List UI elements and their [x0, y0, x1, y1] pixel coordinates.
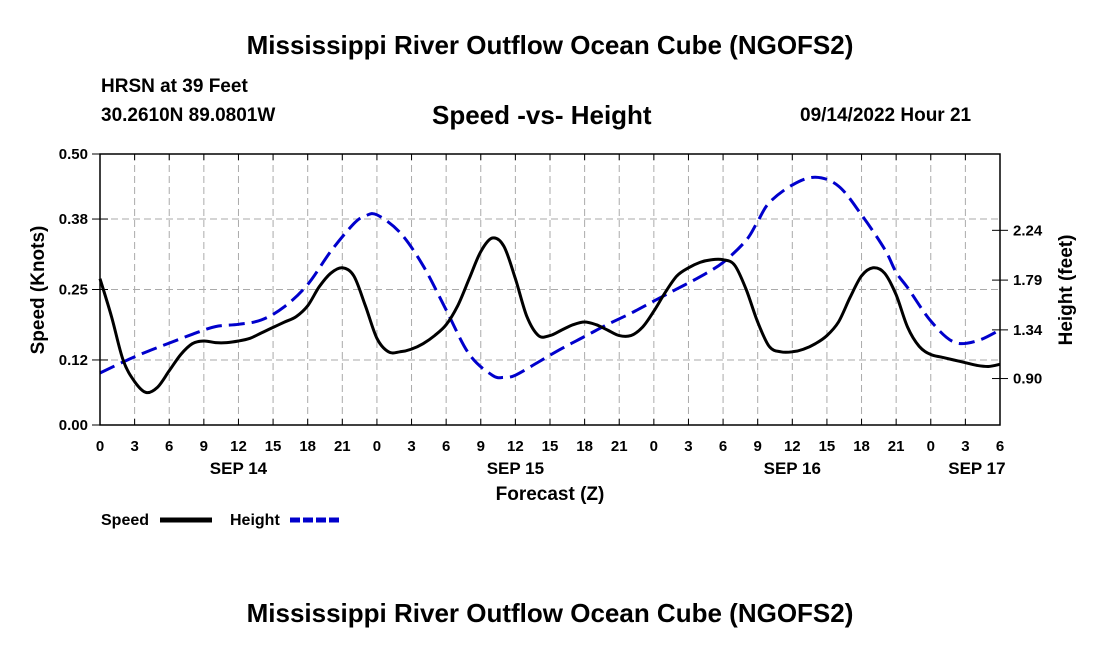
grid [100, 154, 1000, 425]
x-tick-label: 18 [853, 438, 870, 455]
x-tick-label: 0 [96, 438, 104, 455]
x-tick-label: 3 [961, 438, 969, 455]
x-tick-label: 3 [407, 438, 415, 455]
y-axis-label: Speed (Knots) [28, 226, 49, 355]
y2-tick-label: 0.90 [1013, 371, 1042, 388]
x-tick-label: 12 [507, 438, 524, 455]
date-label: SEP 17 [948, 459, 1005, 478]
x-tick-label: 0 [373, 438, 381, 455]
x-tick-label: 6 [996, 438, 1004, 455]
x-tick-label: 15 [819, 438, 836, 455]
x-tick-label: 21 [611, 438, 628, 455]
date-label: SEP 14 [210, 459, 268, 478]
x-tick-label: 18 [299, 438, 316, 455]
legend-height-label: Height [230, 512, 280, 529]
x-tick-label: 15 [542, 438, 559, 455]
x-tick-label: 21 [888, 438, 905, 455]
x-tick-label: 6 [165, 438, 173, 455]
y-tick-label: 0.38 [59, 211, 88, 228]
x-tick-label: 9 [200, 438, 208, 455]
coordinates-label: 30.2610N 89.0801W [101, 105, 276, 126]
y-tick-label: 0.25 [59, 282, 88, 299]
legend: Speed Height [101, 512, 342, 529]
x-axis-label: Forecast (Z) [496, 484, 605, 505]
height-series-line [99, 175, 1001, 380]
y-tick-label: 0.00 [59, 417, 88, 434]
date-label: SEP 16 [764, 459, 821, 478]
y2-tick-label: 2.24 [1013, 222, 1043, 239]
x-tick-label: 12 [230, 438, 247, 455]
x-tick-label: 21 [334, 438, 351, 455]
y2-axis-label: Height (feet) [1056, 235, 1077, 346]
y-tick-label: 0.50 [59, 146, 88, 163]
x-tick-label: 6 [442, 438, 450, 455]
station-label: HRSN at 39 Feet [101, 76, 248, 97]
x-tick-label: 15 [265, 438, 282, 455]
page-title: Mississippi River Outflow Ocean Cube (NG… [246, 30, 854, 60]
x-tick-label: 3 [684, 438, 692, 455]
x-tick-label: 0 [650, 438, 658, 455]
x-tick-label: 9 [754, 438, 762, 455]
x-tick-label: 12 [784, 438, 801, 455]
x-tick-label: 9 [477, 438, 485, 455]
x-tick-label: 3 [130, 438, 138, 455]
y2-tick-label: 1.34 [1013, 322, 1043, 339]
y-tick-label: 0.12 [59, 352, 88, 369]
speed-series-line [98, 236, 1001, 395]
page-title-repeat: Mississippi River Outflow Ocean Cube (NG… [246, 598, 854, 628]
chart-title: Speed -vs- Height [432, 100, 652, 130]
x-tick-label: 6 [719, 438, 727, 455]
x-tick-label: 0 [927, 438, 935, 455]
x-tick-label: 18 [576, 438, 593, 455]
legend-speed-label: Speed [101, 512, 149, 529]
axes: 0 3 6 9 12 15 18 21 0 3 6 9 12 15 18 21 0 3 6 9 12 15 18 21 0 3 6 S… [59, 146, 1043, 478]
y2-tick-label: 1.79 [1013, 272, 1042, 289]
series-group [98, 175, 1001, 395]
forecast-datetime: 09/14/2022 Hour 21 [800, 105, 972, 126]
date-label: SEP 15 [487, 459, 544, 478]
